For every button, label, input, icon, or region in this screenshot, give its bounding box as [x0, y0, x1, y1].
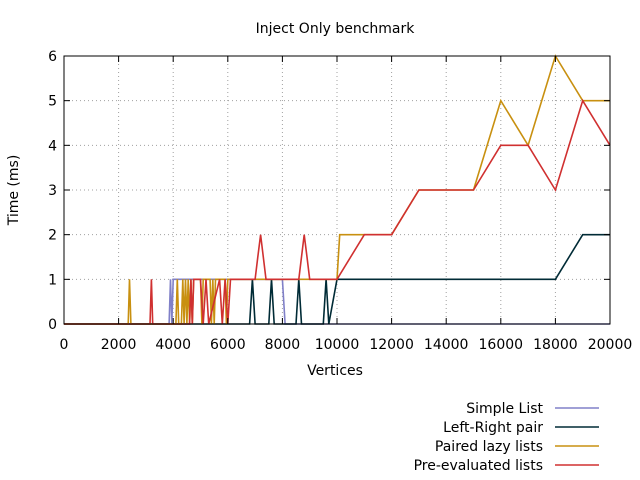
legend-label-pre-evaluated-lists: Pre-evaluated lists: [414, 458, 543, 474]
y-tick-label: 3: [48, 183, 57, 199]
legend-label-paired-lazy-lists: Paired lazy lists: [435, 439, 543, 455]
series-line-simple-list: [64, 278, 610, 325]
series-line-pre-evaluated-lists: [64, 98, 611, 325]
y-tick-label: 6: [48, 49, 57, 65]
x-tick-label: 2000: [101, 337, 137, 353]
y-tick-label: 2: [48, 228, 57, 244]
x-tick-label: 12000: [369, 337, 414, 353]
x-tick-label: 14000: [424, 337, 469, 353]
x-tick-label: 16000: [479, 337, 524, 353]
y-tick-label: 5: [48, 94, 57, 110]
x-tick-label: 10000: [315, 337, 360, 353]
chart-title: Inject Only benchmark: [256, 21, 416, 37]
grid: [64, 56, 610, 324]
x-tick-label: 20000: [588, 337, 633, 353]
y-tick-label: 4: [48, 138, 57, 154]
x-tick-label: 6000: [210, 337, 246, 353]
x-tick-label: 4000: [155, 337, 191, 353]
legend-label-left-right-pair: Left-Right pair: [443, 420, 543, 436]
legend: Simple List Left-Right pair Paired lazy li…: [414, 401, 599, 474]
y-tick-label: 1: [48, 272, 57, 288]
x-tick-label: 0: [60, 337, 69, 353]
y-axis-title: Time (ms): [6, 155, 22, 227]
y-tick-label: 0: [48, 317, 57, 333]
axis-ticks: 0 2000 4000 6000 8000 10000 12000 14000 16000 180…: [48, 49, 632, 353]
x-tick-label: 8000: [265, 337, 301, 353]
x-axis-title: Vertices: [307, 363, 363, 379]
legend-label-simple-list: Simple List: [466, 401, 543, 417]
x-tick-label: 18000: [533, 337, 578, 353]
